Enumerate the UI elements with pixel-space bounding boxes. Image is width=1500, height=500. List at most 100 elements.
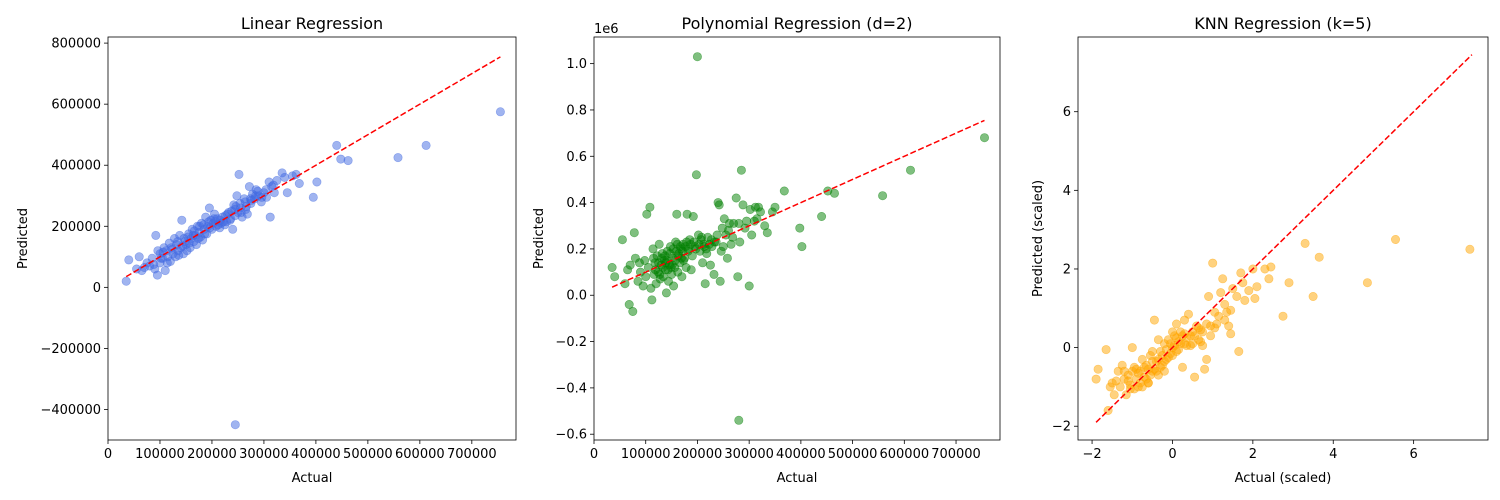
data-point	[1226, 305, 1236, 315]
x-tick-label: 100000	[135, 447, 185, 462]
data-point	[797, 242, 807, 252]
data-point	[1252, 282, 1262, 292]
data-point	[158, 247, 168, 257]
data-point	[736, 165, 746, 175]
x-tick-label: 200000	[673, 447, 723, 462]
data-point	[688, 212, 698, 222]
ideal-fit-line	[611, 119, 985, 288]
plot-frame	[593, 36, 1001, 441]
chart-title: Linear Regression	[241, 14, 383, 33]
data-point	[204, 203, 214, 213]
data-point	[1240, 295, 1250, 305]
x-axis-label: Actual	[292, 471, 333, 486]
data-point	[177, 215, 187, 225]
x-tick-label: 700000	[447, 447, 497, 462]
data-point	[1264, 274, 1274, 284]
data-point	[393, 153, 403, 163]
data-point	[645, 202, 655, 212]
data-point	[228, 224, 238, 234]
x-tick-label: 700000	[931, 447, 981, 462]
y-tick-label: −400000	[40, 403, 101, 418]
data-point	[1226, 329, 1236, 339]
ideal-fit-line	[125, 56, 501, 278]
data-point	[728, 232, 738, 242]
data-point	[647, 295, 657, 305]
x-axis-label: Actual	[777, 471, 818, 486]
x-tick-label: 6	[1409, 447, 1417, 462]
data-point	[1200, 364, 1210, 374]
y-tick-label: −0.4	[555, 381, 587, 396]
data-point	[1133, 368, 1143, 378]
data-point	[640, 255, 650, 265]
y-tick-label: 0.4	[566, 196, 587, 211]
x-tick-label: 100000	[621, 447, 671, 462]
data-point	[1218, 274, 1228, 284]
y-tick-label: 0.0	[566, 289, 587, 304]
data-point	[1123, 376, 1133, 386]
data-point	[265, 212, 275, 222]
data-point	[829, 188, 839, 198]
x-axis-label: Actual (scaled)	[1235, 471, 1332, 486]
subplot-2: 0 100000 200000 300000 400000 500000 600000 700…	[532, 14, 1001, 486]
data-point	[1362, 278, 1372, 288]
y-tick-label: 6	[1063, 105, 1071, 120]
data-point	[269, 188, 279, 198]
x-tick-label: 0	[104, 447, 112, 462]
data-point	[336, 154, 346, 164]
data-point	[1278, 311, 1288, 321]
data-point	[1190, 331, 1200, 341]
x-tick-label: 300000	[724, 447, 774, 462]
y-tick-label: −2	[1052, 420, 1071, 435]
y-tick-label: 600000	[51, 98, 101, 113]
data-point	[1465, 244, 1475, 254]
data-point	[722, 253, 732, 263]
data-point	[343, 156, 353, 166]
data-point	[234, 169, 244, 179]
data-point	[1314, 252, 1324, 262]
plot-frame	[1077, 36, 1489, 441]
data-point	[1210, 323, 1220, 333]
y-tick-label: 2	[1063, 262, 1071, 277]
data-point	[1091, 374, 1101, 384]
y-tick-label: −200000	[40, 342, 101, 357]
data-point	[134, 252, 144, 262]
y-tick-label: 0.6	[566, 150, 587, 165]
data-point	[1391, 235, 1401, 245]
data-point	[1202, 354, 1212, 364]
data-point	[648, 253, 658, 263]
data-point	[282, 188, 292, 198]
data-point	[294, 179, 304, 189]
data-point	[878, 191, 888, 201]
data-point	[723, 225, 733, 235]
data-point	[495, 107, 505, 117]
plot-frame	[107, 36, 517, 441]
data-point	[1190, 372, 1200, 382]
data-point	[747, 230, 757, 240]
y-tick-label: −0.6	[555, 428, 587, 443]
data-point	[779, 186, 789, 196]
y-axis-label: Predicted (scaled)	[1031, 180, 1046, 297]
data-point	[152, 270, 162, 280]
data-point	[1234, 346, 1244, 356]
data-point	[666, 262, 676, 272]
data-point	[672, 209, 682, 219]
data-point	[700, 279, 710, 289]
y-tick-label: 0	[1063, 341, 1071, 356]
data-point	[151, 230, 161, 240]
data-point	[162, 258, 172, 268]
data-point	[628, 306, 638, 316]
data-point	[1180, 315, 1190, 325]
data-point	[770, 202, 780, 212]
data-point	[1149, 315, 1159, 325]
y-axis-label: Predicted	[16, 208, 31, 269]
data-point	[661, 288, 671, 298]
data-point	[715, 276, 725, 286]
data-point	[691, 170, 701, 180]
data-point	[648, 244, 658, 254]
x-tick-label: 4	[1329, 447, 1337, 462]
data-point	[1284, 278, 1294, 288]
data-point	[268, 180, 278, 190]
data-point	[734, 415, 744, 425]
data-point	[742, 216, 752, 226]
